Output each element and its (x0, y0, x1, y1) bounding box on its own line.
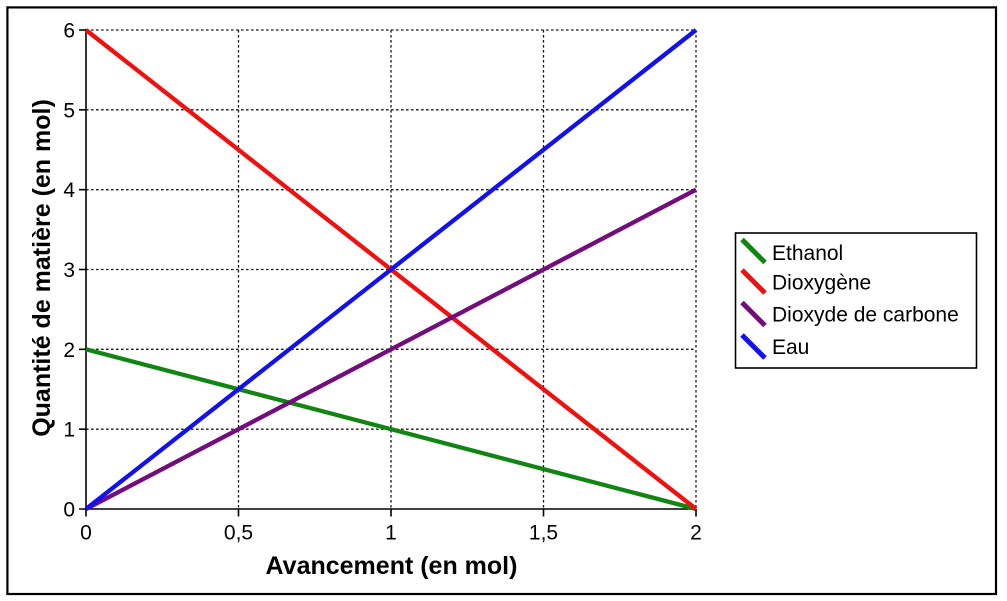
svg-text:0: 0 (80, 521, 92, 544)
svg-text:5: 5 (63, 99, 75, 122)
svg-text:2: 2 (63, 339, 75, 362)
svg-text:Quantité de matière (en mol): Quantité de matière (en mol) (28, 99, 56, 437)
svg-text:0,5: 0,5 (224, 521, 253, 544)
svg-text:2: 2 (690, 521, 702, 544)
svg-text:1: 1 (63, 419, 75, 442)
svg-text:Avancement (en mol): Avancement (en mol) (266, 552, 518, 580)
svg-text:Dioxyde de carbone: Dioxyde de carbone (772, 304, 959, 327)
svg-text:1,5: 1,5 (529, 521, 558, 544)
svg-text:1: 1 (385, 521, 397, 544)
svg-text:3: 3 (63, 259, 75, 282)
svg-text:Dioxygène: Dioxygène (772, 272, 871, 295)
svg-text:6: 6 (63, 20, 75, 43)
svg-text:Eau: Eau (772, 336, 809, 359)
svg-text:Ethanol: Ethanol (772, 242, 843, 265)
svg-text:4: 4 (63, 179, 75, 202)
svg-text:0: 0 (63, 499, 75, 522)
